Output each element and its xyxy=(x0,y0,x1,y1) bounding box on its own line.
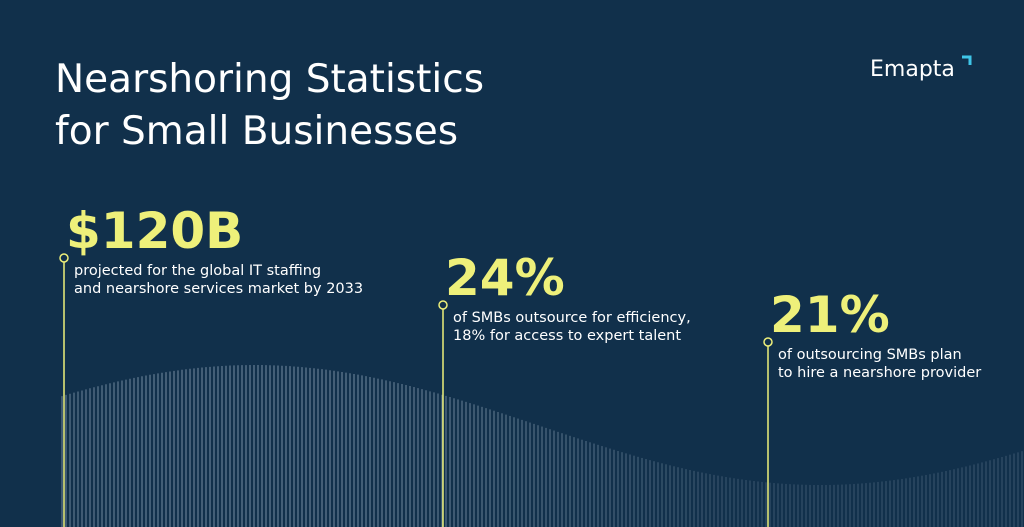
pin-dot xyxy=(763,337,773,347)
stat-description: projected for the global IT staffing xyxy=(74,263,321,279)
stat-value: 24% xyxy=(445,249,565,307)
stat-description: of outsourcing SMBs plan xyxy=(778,347,962,363)
stat-description: to hire a nearshore provider xyxy=(778,365,981,381)
title-line: for Small Businesses xyxy=(55,109,458,154)
stat-description: of SMBs outsource for efficiency, xyxy=(453,310,691,326)
stat-description: 18% for access to expert talent xyxy=(453,328,681,344)
stat-value: 21% xyxy=(770,286,890,344)
brand: Emapta xyxy=(870,57,955,82)
title-line: Nearshoring Statistics xyxy=(55,57,484,102)
pin-dot xyxy=(59,253,69,263)
pin-dot xyxy=(438,300,448,310)
stats: $120B projected for the global IT staffin… xyxy=(59,202,981,527)
stat-value: $120B xyxy=(66,202,243,260)
stat-description: and nearshore services market by 2033 xyxy=(74,281,363,297)
wave-decoration xyxy=(61,365,1023,527)
brand-icon xyxy=(962,55,972,65)
